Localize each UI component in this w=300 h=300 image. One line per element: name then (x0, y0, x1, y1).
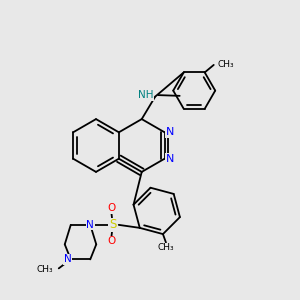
Text: N: N (166, 127, 174, 137)
Text: S: S (109, 218, 116, 231)
Text: O: O (107, 203, 116, 213)
Text: O: O (107, 236, 116, 246)
Text: N: N (64, 254, 72, 264)
Text: N: N (166, 154, 174, 164)
Text: NH: NH (138, 90, 154, 100)
Text: CH₃: CH₃ (37, 266, 53, 274)
Text: CH₃: CH₃ (217, 60, 234, 69)
Text: CH₃: CH₃ (158, 243, 174, 252)
Text: N: N (86, 220, 94, 230)
